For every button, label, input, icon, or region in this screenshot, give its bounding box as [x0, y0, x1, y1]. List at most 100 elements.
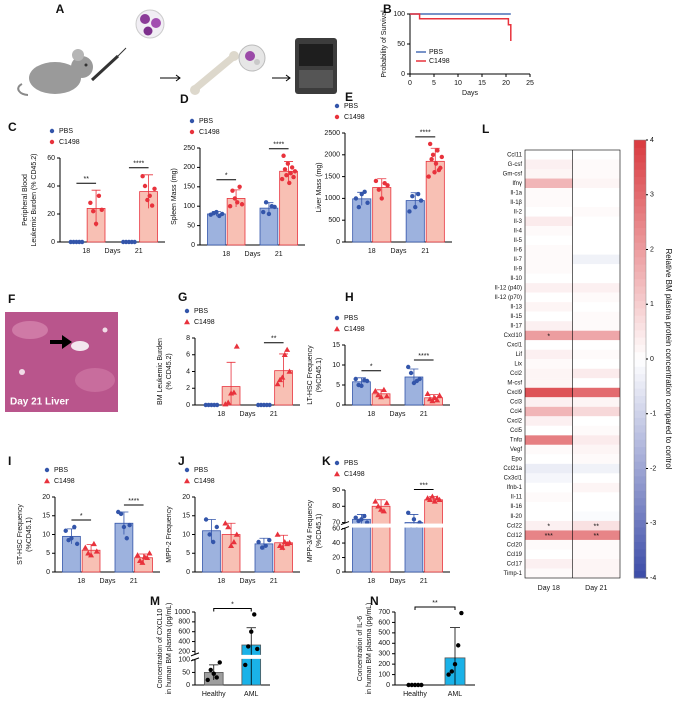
y-axis-label: Leukemic Burden (% CD45.2)	[31, 154, 38, 247]
colorbar-segment	[634, 380, 646, 389]
heatmap-cell	[525, 188, 573, 198]
point	[438, 165, 443, 171]
significance-label: *	[225, 173, 228, 180]
y-tick-label: 80	[332, 503, 340, 510]
bar	[207, 213, 226, 246]
point	[353, 515, 358, 520]
point	[373, 178, 379, 184]
y-axis-label: (%CD45.1)	[316, 514, 323, 549]
heatmap-cell	[572, 539, 620, 550]
point	[208, 667, 213, 673]
heatmap-cell	[525, 254, 573, 265]
error-bar	[430, 147, 440, 175]
heatmap-cell	[525, 444, 573, 455]
heatmap-cell	[572, 340, 620, 350]
cell	[245, 51, 255, 61]
cell	[143, 26, 153, 36]
point	[272, 204, 277, 210]
point	[214, 675, 219, 680]
y-axis-label: Liver Mass (mg)	[316, 162, 323, 212]
point	[429, 156, 434, 162]
heatmap-cell	[572, 302, 620, 312]
heatmap-cell	[525, 292, 573, 303]
legend-marker	[334, 103, 340, 109]
legend-label: C1498	[54, 478, 75, 485]
legend-label: C1498	[194, 319, 215, 326]
row-label: Il-6	[514, 247, 523, 253]
point	[233, 531, 240, 537]
significance-label: *	[370, 364, 373, 371]
y-tick-label: 50	[187, 222, 195, 229]
y-tick-label: 8	[186, 335, 190, 342]
point	[412, 682, 418, 688]
row-label: Il-12 (p70)	[495, 295, 522, 301]
panel-letter: I	[8, 454, 11, 468]
x-tick-label: 18	[368, 248, 376, 255]
colorbar-segment	[634, 264, 646, 272]
significance-label: **	[84, 176, 90, 183]
y-axis-label: Concentration of IL-6	[357, 616, 364, 681]
point	[203, 517, 209, 522]
heatmap-cell	[525, 473, 573, 483]
heatmap-cell	[525, 235, 573, 246]
heatmap-cell	[572, 235, 620, 246]
point	[227, 204, 233, 209]
colorbar-segment	[634, 198, 646, 207]
point	[429, 398, 436, 404]
y-tick-label: 20	[332, 554, 340, 561]
mouse-tail	[17, 83, 29, 96]
x-tick-label: Healthy	[202, 691, 226, 698]
significance-label: *	[80, 513, 83, 520]
y-axis-label: Spleen Mass (mg)	[171, 168, 178, 225]
point	[69, 536, 74, 541]
point	[147, 193, 152, 198]
heatmap-cell	[525, 264, 573, 274]
point	[380, 386, 387, 392]
y-tick-label: 40	[332, 540, 340, 547]
heatmap-cell	[525, 539, 573, 550]
point	[281, 351, 288, 357]
point	[207, 532, 212, 537]
bone	[192, 54, 236, 92]
x-tick-label: 18	[367, 578, 375, 585]
colorbar-segment	[634, 512, 646, 521]
heatmap-cell	[525, 178, 573, 189]
x-tick-label: 18	[222, 251, 230, 258]
point	[452, 661, 458, 667]
heatmap-cell	[525, 482, 573, 493]
point	[88, 552, 95, 558]
significance-bracket	[213, 607, 252, 612]
point	[433, 161, 439, 166]
y-axis-label: (%CD45.1)	[316, 358, 323, 393]
legend-label: C1498	[199, 129, 220, 136]
point	[225, 399, 232, 405]
heatmap-cell	[572, 406, 620, 417]
point	[279, 176, 285, 182]
y-axis-label: (% CD45.2)	[166, 353, 173, 390]
legend-label: C1498	[194, 478, 215, 485]
panel-letter: A	[56, 2, 65, 16]
point	[149, 203, 155, 208]
panel-letter: K	[322, 454, 331, 468]
x-tick-label: 21	[420, 411, 428, 418]
heatmap-cell	[572, 283, 620, 293]
point	[406, 364, 411, 370]
y-tick-label: 2	[186, 385, 190, 392]
y-tick-label: 20	[47, 211, 55, 218]
point	[279, 544, 286, 550]
row-label: Epo	[511, 457, 522, 463]
point	[286, 368, 293, 374]
row-label: Il-20	[510, 514, 522, 520]
heatmap-cell	[572, 425, 620, 436]
row-label: Ccl12	[507, 533, 523, 539]
error-bar	[226, 522, 236, 546]
colorbar-segment	[634, 329, 646, 338]
legend-label: PBS	[194, 467, 208, 474]
y-tick-label: 0	[46, 569, 50, 576]
heatmap-cell	[525, 197, 573, 208]
point	[431, 498, 438, 504]
cell	[151, 18, 161, 28]
y-tick-label: 100	[378, 671, 390, 678]
colorbar-segment	[634, 468, 646, 477]
x-tick-label: 21	[270, 411, 278, 418]
